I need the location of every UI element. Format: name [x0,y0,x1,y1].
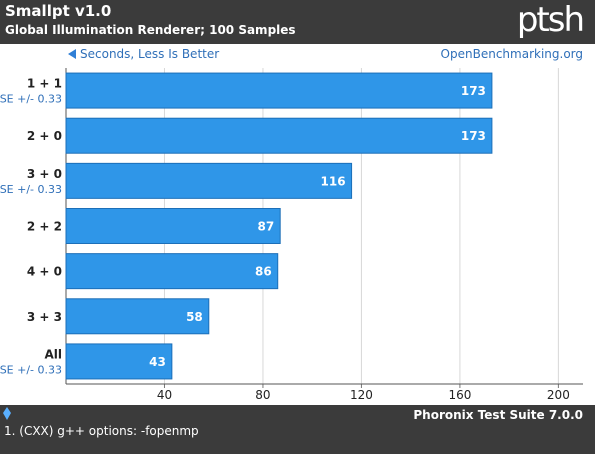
category-label: 3 + 0 [27,167,62,181]
x-tick-label: 200 [547,388,570,402]
x-tick-label: 80 [255,388,270,402]
bar-value-label: 173 [461,129,486,143]
chart-subtitle: Global Illumination Renderer; 100 Sample… [5,23,296,37]
se-label: SE +/- 0.33 [0,363,62,376]
x-tick-label: 40 [157,388,172,402]
se-label: SE +/- 0.33 [0,183,62,196]
se-label: SE +/- 0.33 [0,93,62,106]
bar-value-label: 86 [255,265,272,279]
chart-footer: Phoronix Test Suite 7.0.0 1. (CXX) g++ o… [0,405,595,454]
footer-brand: Phoronix Test Suite 7.0.0 [413,408,583,422]
bar-3 [65,208,281,244]
bar-value-label: 87 [257,220,274,234]
category-label: 2 + 2 [27,220,62,234]
bar-value-label: 173 [461,84,486,98]
chart-title: Smallpt v1.0 [5,2,112,20]
x-tick-label: 160 [448,388,471,402]
direction-arrow-icon [68,49,76,59]
bar-value-label: 116 [321,174,346,188]
category-label: 3 + 3 [27,310,62,324]
bar-chart: 40 80 120 160 200 173 1 + 1 SE +/- 0.33 173 2 + … [0,47,583,402]
category-label: 4 + 0 [27,265,62,279]
info-icon [3,407,11,420]
category-label: 1 + 1 [27,77,62,91]
bar-5 [65,298,210,335]
bar-6 [65,343,173,380]
bar-1 [65,117,493,154]
source-label: OpenBenchmarking.org [441,47,583,61]
x-tick-label: 120 [350,388,373,402]
bar-2 [65,162,353,199]
bar-0 [65,72,493,109]
bar-4 [65,253,279,290]
direction-note: Seconds, Less Is Better [80,47,219,61]
category-label: 2 + 0 [27,129,62,143]
category-label: All [44,347,62,361]
pts-logo: ptsh [516,0,585,40]
labels-layer: 173 1 + 1 SE +/- 0.33 173 2 + 0 116 3 + 0 SE +/… [0,77,486,377]
bar-value-label: 58 [186,310,203,324]
footer-note: 1. (CXX) g++ options: -fopenmp [4,424,199,438]
chart-header: Smallpt v1.0 Global Illumination Rendere… [0,0,595,44]
bar-value-label: 43 [149,355,166,369]
bars-layer [65,72,493,380]
